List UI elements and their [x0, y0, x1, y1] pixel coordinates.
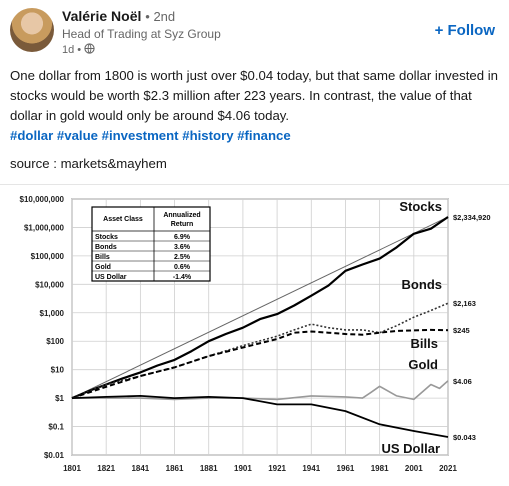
- series-line: [71, 302, 449, 399]
- y-tick-label: $1: [55, 394, 64, 403]
- x-tick-label: 1881: [200, 464, 218, 473]
- globe-icon: [84, 43, 95, 54]
- table-cell: Bills: [95, 254, 110, 261]
- series-name-label: Bonds: [402, 277, 442, 292]
- table-cell: Stocks: [95, 234, 118, 241]
- table-cell: -1.4%: [173, 274, 192, 281]
- post-body: One dollar from 1800 is worth just over …: [10, 66, 499, 146]
- author-name-row: Valérie Noël • 2nd: [62, 8, 175, 24]
- series-name-label: US Dollar: [381, 441, 440, 456]
- series-line: [71, 394, 449, 438]
- series-end-value-label: $2,334,920: [453, 213, 491, 222]
- table-cell: 2.5%: [174, 254, 191, 261]
- table-cell: Gold: [95, 264, 111, 271]
- x-tick-label: 1821: [97, 464, 115, 473]
- y-tick-label: $100,000: [31, 252, 65, 261]
- y-tick-label: $10,000,000: [20, 195, 65, 204]
- series-name-label: Stocks: [399, 199, 442, 214]
- table-header: Asset Class: [103, 216, 143, 223]
- author-name[interactable]: Valérie Noël: [62, 8, 142, 24]
- avatar[interactable]: [10, 8, 54, 52]
- series-name-label: Bills: [411, 336, 438, 351]
- table-cell: 3.6%: [174, 244, 191, 251]
- y-tick-label: $100: [46, 337, 64, 346]
- table-header: Annualized: [163, 212, 200, 219]
- series-end-value-label: $2,163: [453, 299, 476, 308]
- table-cell: US Dollar: [95, 274, 127, 281]
- post-time-label: 1d •: [62, 44, 82, 56]
- post-time: 1d •: [62, 43, 95, 56]
- x-tick-label: 1841: [131, 464, 149, 473]
- y-tick-label: $1,000: [40, 309, 65, 318]
- x-tick-label: 2021: [439, 464, 457, 473]
- x-tick-label: 1901: [234, 464, 252, 473]
- post-header: Valérie Noël • 2nd Head of Trading at Sy…: [10, 8, 499, 58]
- connection-degree: • 2nd: [145, 9, 176, 24]
- x-tick-label: 1861: [166, 464, 184, 473]
- post-text: One dollar from 1800 is worth just over …: [10, 68, 498, 123]
- x-tick-label: 1961: [337, 464, 355, 473]
- table-header: Return: [171, 221, 194, 228]
- hashtags[interactable]: #dollar #value #investment #history #fin…: [10, 128, 291, 143]
- series-name-label: Gold: [408, 357, 438, 372]
- table-cell: Bonds: [95, 244, 117, 251]
- y-tick-label: $10: [51, 366, 65, 375]
- return-table-frame: [91, 206, 211, 282]
- series-line: [71, 216, 449, 400]
- table-cell: 0.6%: [174, 264, 191, 271]
- x-tick-label: 1981: [371, 464, 389, 473]
- table-cell: 6.9%: [174, 234, 191, 241]
- series-end-value-label: $4.06: [453, 377, 472, 386]
- x-tick-label: 1921: [268, 464, 286, 473]
- x-tick-label: 1801: [63, 464, 81, 473]
- chart-svg: $10,000,000 $1,000,000 $100,000 $10,000 $1,0…: [20, 195, 491, 473]
- series-line: [71, 328, 449, 400]
- series-end-value-label: $0.043: [453, 433, 476, 442]
- stocks-trend-line: [71, 216, 449, 399]
- author-headline: Head of Trading at Syz Group: [62, 27, 221, 41]
- y-tick-label: $1,000,000: [24, 223, 65, 232]
- y-tick-label: $0.01: [44, 451, 65, 460]
- follow-button[interactable]: + Follow: [434, 22, 495, 39]
- series-end-value-label: $245: [453, 326, 470, 335]
- y-tick-label: $0.1: [48, 423, 64, 432]
- x-tick-label: 2001: [405, 464, 423, 473]
- x-tick-label: 1941: [302, 464, 320, 473]
- y-tick-label: $10,000: [35, 280, 64, 289]
- series-line: [72, 380, 449, 401]
- source-text: source : markets&mayhem: [10, 156, 167, 171]
- chart-image[interactable]: $10,000,000 $1,000,000 $100,000 $10,000 $1,0…: [0, 184, 509, 481]
